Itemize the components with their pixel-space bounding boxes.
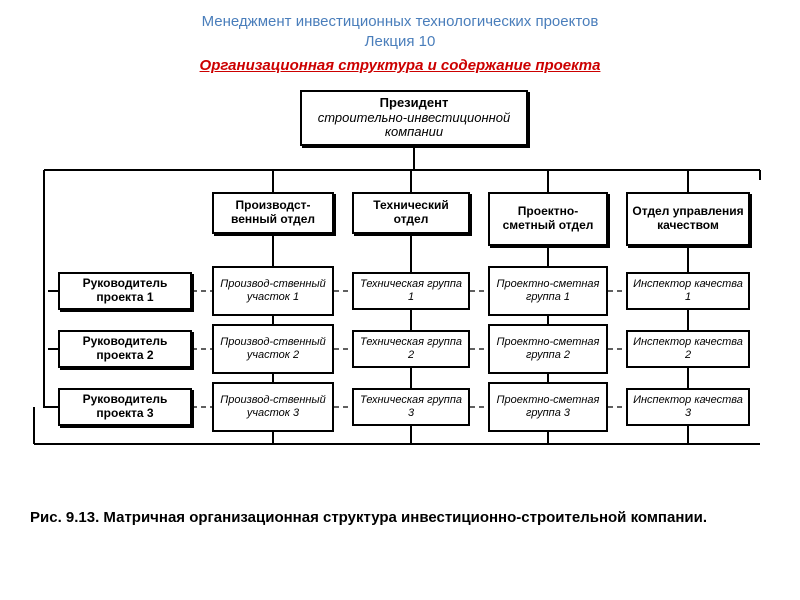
node-pm2: Руководитель проекта 2 (58, 330, 192, 368)
node-c22: Техническая группа 2 (352, 330, 470, 368)
node-dep_tech: Технический отдел (352, 192, 470, 234)
header-line1: Менеджмент инвестиционных технологически… (202, 13, 599, 30)
node-c12: Техническая группа 1 (352, 272, 470, 310)
node-c23: Проектно-сметная группа 2 (488, 324, 608, 374)
node-president: Президентстроительно-инвестиционной комп… (300, 90, 528, 146)
node-pm1: Руководитель проекта 1 (58, 272, 192, 310)
node-pm3: Руководитель проекта 3 (58, 388, 192, 426)
node-c34: Инспектор качества 3 (626, 388, 750, 426)
node-c13: Проектно-сметная группа 1 (488, 266, 608, 316)
header-line2: Лекция 10 (365, 33, 436, 50)
org-chart-diagram: Президентстроительно-инвестиционной комп… (0, 82, 800, 502)
page-header: Менеджмент инвестиционных технологически… (0, 0, 800, 51)
node-c31: Производ-ственный участок 3 (212, 382, 334, 432)
node-c24: Инспектор качества 2 (626, 330, 750, 368)
caption-text: Рис. 9.13. Матричная организационная стр… (30, 509, 707, 526)
node-c14: Инспектор качества 1 (626, 272, 750, 310)
subtitle-text: Организационная структура и содержание п… (200, 57, 601, 74)
subtitle: Организационная структура и содержание п… (0, 57, 800, 74)
node-dep_cost: Проектно-сметный отдел (488, 192, 608, 246)
node-c11: Производ-ственный участок 1 (212, 266, 334, 316)
node-dep_qual: Отдел управления качеством (626, 192, 750, 246)
figure-caption: Рис. 9.13. Матричная организационная стр… (0, 502, 800, 528)
node-c21: Производ-ственный участок 2 (212, 324, 334, 374)
node-c33: Проектно-сметная группа 3 (488, 382, 608, 432)
node-c32: Техническая группа 3 (352, 388, 470, 426)
node-dep_prod: Производст-венный отдел (212, 192, 334, 234)
